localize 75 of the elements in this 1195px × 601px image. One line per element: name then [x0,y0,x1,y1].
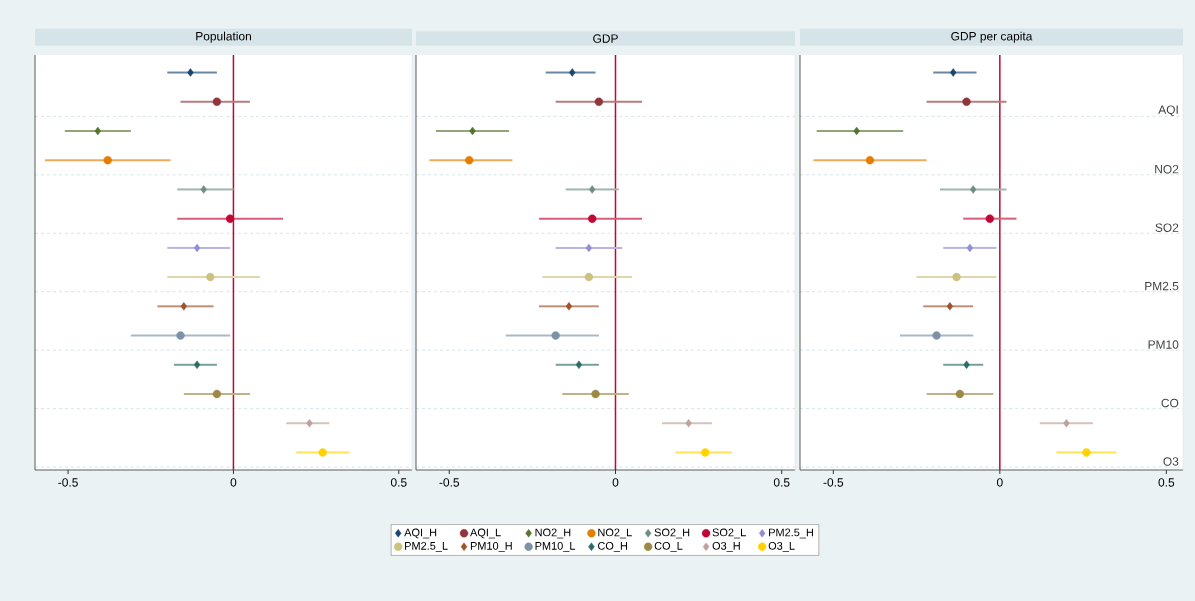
point [212,97,222,106]
point [469,126,476,136]
legend-label: O3_H [712,541,740,552]
point [200,185,207,194]
point [180,302,188,311]
point [701,448,710,457]
point [1063,419,1070,428]
point [306,419,313,428]
chart-title: GDP [593,34,618,43]
point [985,214,995,223]
point [565,302,573,311]
legend-label: PM2.5_L [405,541,448,552]
point [946,302,954,311]
point [865,156,875,165]
y-tick-label: NO2 [1155,164,1179,174]
point [591,389,600,399]
legend-label: SO2_H [654,528,690,539]
x-tick-label: -0.5 [439,478,460,487]
point [176,331,185,340]
x-tick-label: 0 [612,478,619,487]
point [594,97,604,106]
y-tick-label: AQI [1158,105,1178,117]
y-tick-label: O3 [1163,457,1179,466]
point [588,214,597,223]
point [950,68,957,77]
point [103,156,112,165]
point [955,389,965,399]
point [853,126,860,136]
point [1082,448,1091,457]
point [465,156,474,165]
point [963,360,970,369]
legend-label: SO2_L [712,528,746,539]
point [585,243,593,253]
chart-title: GDP per capita [951,31,1033,43]
legend-label: NO2_H [535,528,571,539]
point [589,185,596,194]
point [969,185,977,194]
legend-label: PM2.5_H [769,528,813,539]
y-tick-label: SO2 [1155,223,1179,232]
point [569,68,576,77]
legend-label: PM10_L [535,541,576,552]
x-tick-label: 0.5 [1158,478,1175,487]
point [94,126,102,136]
legend-label: AQI_H [404,528,437,539]
x-tick-label: 0.5 [390,478,407,487]
legend-label: O3_L [768,541,795,552]
point [206,272,215,282]
point [187,68,194,77]
point [212,389,222,399]
x-tick-label: 0 [230,478,237,487]
x-tick-label: -0.5 [58,478,78,487]
point [962,97,971,106]
point [932,331,941,340]
point [551,331,560,340]
x-tick-label: 0 [996,478,1003,487]
point [193,360,201,369]
legend-label: NO2_L [598,528,632,539]
legend-label: CO_H [598,541,627,552]
point [952,272,961,282]
point [685,419,692,428]
point [966,243,974,253]
legend-label: CO_L [654,541,683,552]
point [193,243,201,253]
point [225,214,235,223]
y-tick-label: PM10 [1148,340,1179,349]
x-tick-label: 0.5 [773,478,790,487]
y-tick-label: CO [1161,398,1179,408]
point [584,272,594,282]
y-tick-label: PM2.5 [1145,281,1179,291]
legend-label: AQI_L [470,528,501,539]
chart-title: Population [196,31,251,43]
legend-label: PM10_H [470,541,512,552]
x-tick-label: -0.5 [823,478,844,487]
point [575,360,583,369]
point [318,448,327,457]
